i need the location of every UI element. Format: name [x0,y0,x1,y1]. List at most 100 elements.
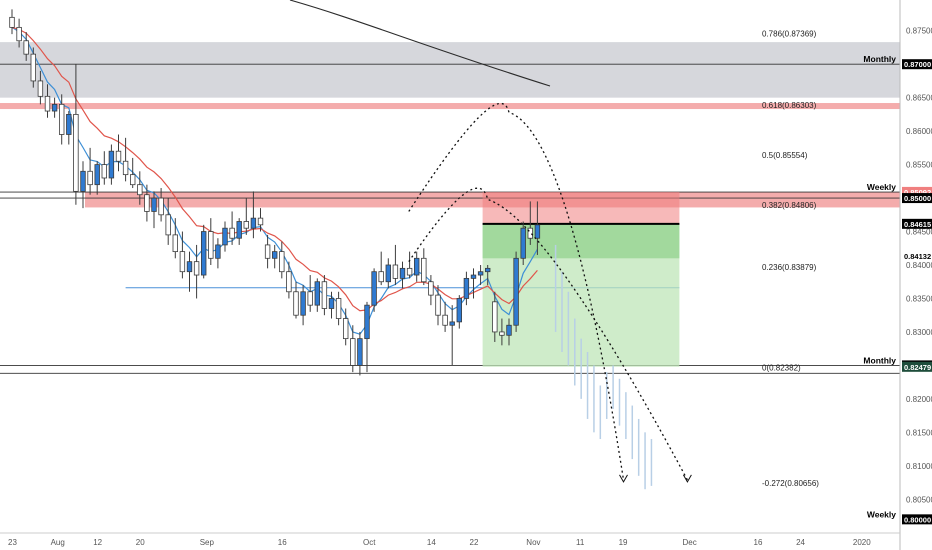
time-tick: Aug [51,538,65,547]
arrow-head [619,474,628,483]
price-badge-text: 0.84615 [904,220,931,229]
ema-slow-line [11,26,538,312]
price-badge-text: 0.84132 [904,252,931,261]
time-tick: Nov [526,538,540,547]
price-badge [902,514,932,525]
candle-body [51,103,58,112]
time-tick: Dec [683,538,697,547]
candle-body [59,103,65,135]
candle-body [449,321,455,326]
candle-body [307,291,313,306]
candle-body [129,174,136,186]
candle-body [9,16,15,28]
price-badge [902,251,932,262]
candle-body [250,217,257,229]
time-tick: 16 [278,538,287,547]
candle-body [328,298,335,309]
candle-body [378,271,384,283]
candle-body [428,281,434,296]
candle-body [499,331,505,336]
price-badge-text: 0.85000 [904,194,931,203]
price-badge-text: 0.85092 [904,188,931,197]
time-tick: 14 [427,538,436,547]
candle-body [506,324,512,336]
candle-body [236,221,242,239]
candle-body [215,244,221,259]
candle-body [23,40,29,55]
time-tick: 23 [8,538,17,547]
fib-label: 0(0.82382) [762,363,801,372]
candle-body [172,234,178,253]
candle-body [200,231,207,276]
candle-body [66,114,72,135]
fib-label: 0.382(0.84806) [762,201,817,210]
candle-body [243,221,249,229]
candle-body [122,160,129,176]
time-tick: Sep [200,538,215,547]
candle-body [16,26,22,42]
long-ma-line [289,0,551,87]
candle-body [165,214,171,236]
time-tick: 20 [136,538,145,547]
time-tick: Oct [363,538,376,547]
projected-candles [554,244,653,490]
projection-arrow-0 [408,102,625,480]
candle-body [158,197,164,216]
time-axis[interactable]: 23 Aug 12 20 Sep 16 Oct 14 22 Nov 11 19 Dec 16 24 2020 [0,532,900,547]
candle-body [101,164,107,179]
candle-body [222,227,228,246]
fib-label: 0.236(0.83879) [762,263,817,272]
candle-body [271,251,278,259]
candle-body [30,53,36,82]
candle-body [534,224,541,239]
time-tick: 22 [470,538,479,547]
candle-body [492,301,498,333]
moving-averages [11,0,551,335]
candle-body [264,244,271,259]
candle-body [300,291,306,316]
candle-body [527,227,533,239]
candle-body [456,298,462,323]
candle-body [442,314,448,326]
candle-body [484,267,491,273]
candle-body [279,251,285,273]
candle-body [94,164,100,186]
price-badge [902,361,932,372]
candle-body [286,271,292,293]
candle-body [144,194,150,212]
timeframe-label: Monthly [863,355,896,365]
horizontal-lines [0,63,900,374]
timeframe-label: Monthly [863,54,896,64]
candle-body [435,294,441,316]
time-tick: 12 [93,538,102,547]
candle-body [413,257,420,276]
candle-body [137,184,143,196]
candle-body [321,281,328,309]
candle-body [364,304,370,340]
candle-body [115,150,122,162]
arrow-head [682,474,692,483]
candle-body [186,261,193,273]
timeframe-label: Weekly [867,509,896,519]
candle-body [293,291,299,316]
candle-body [406,267,413,276]
fib-levels: 0.786(0.87369) 0.618(0.86303) 0.5(0.85554)… [762,30,819,488]
candle-body [80,170,86,192]
trade-box[interactable] [482,191,680,367]
candle-body [342,318,349,340]
candles [9,9,541,376]
candle-body [257,217,264,226]
candle-body [87,170,93,186]
time-tick: 19 [619,538,628,547]
fib-label: -0.272(0.80656) [762,479,819,488]
